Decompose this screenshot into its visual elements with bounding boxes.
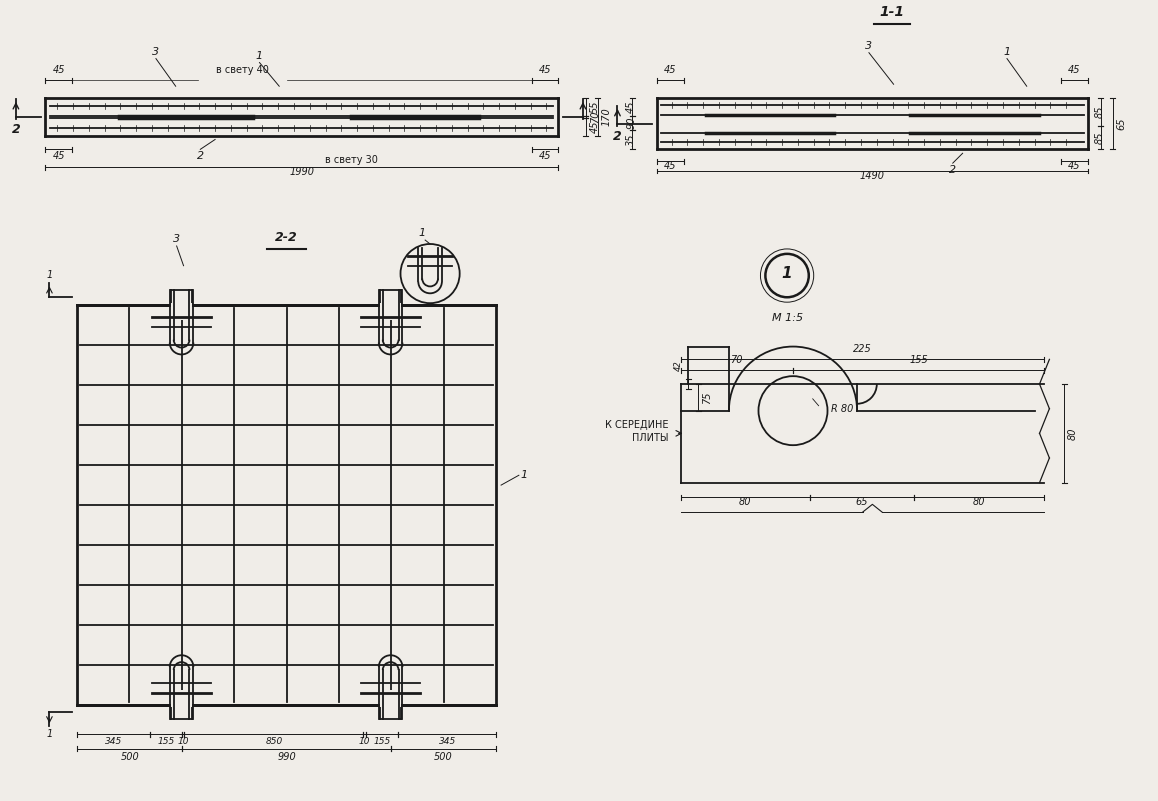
Text: в свету 40: в свету 40	[217, 66, 269, 75]
Text: в свету 30: в свету 30	[324, 155, 378, 165]
Text: R 80: R 80	[831, 404, 853, 413]
Text: 65: 65	[1116, 118, 1127, 130]
Text: 1990: 1990	[290, 167, 314, 177]
Bar	[380, 690, 402, 706]
Text: 35: 35	[626, 133, 636, 146]
Bar	[170, 303, 192, 320]
Text: 2: 2	[12, 123, 21, 135]
Text: 850: 850	[265, 737, 283, 746]
Text: 42: 42	[674, 360, 682, 371]
Text: 500: 500	[434, 752, 453, 762]
Bar	[170, 690, 192, 706]
Text: 90: 90	[626, 116, 636, 129]
Text: ПЛИТЫ: ПЛИТЫ	[632, 433, 668, 443]
Text: 70: 70	[589, 111, 600, 123]
Text: К СЕРЕДИНЕ: К СЕРЕДИНЕ	[606, 421, 668, 430]
Text: 1-1: 1-1	[880, 5, 904, 19]
Text: 45: 45	[589, 120, 600, 133]
Text: 45: 45	[626, 101, 636, 113]
Text: 65: 65	[856, 497, 868, 507]
Text: 345: 345	[439, 737, 456, 746]
Text: 80: 80	[973, 497, 985, 507]
Text: 80: 80	[739, 497, 752, 507]
Text: 155: 155	[373, 737, 390, 746]
Text: 45: 45	[664, 66, 676, 75]
Text: 75: 75	[702, 391, 712, 404]
Text: 1: 1	[782, 266, 792, 281]
Text: 85: 85	[1094, 131, 1105, 143]
Text: 1: 1	[46, 271, 52, 280]
Text: 2: 2	[197, 151, 204, 161]
Text: 85: 85	[1094, 106, 1105, 118]
Text: 45: 45	[52, 66, 65, 75]
Text: 2: 2	[613, 130, 622, 143]
Bar	[380, 303, 402, 320]
Text: 155: 155	[157, 737, 175, 746]
Text: 45: 45	[538, 151, 551, 161]
Text: 3: 3	[865, 41, 872, 50]
Text: 2-2: 2-2	[276, 231, 298, 244]
Text: 1490: 1490	[860, 171, 885, 181]
Text: 1: 1	[419, 228, 426, 238]
Text: 55: 55	[589, 101, 600, 113]
Text: 1: 1	[256, 50, 263, 61]
Text: 1: 1	[1004, 46, 1011, 57]
Text: 1: 1	[46, 729, 52, 739]
Text: 500: 500	[120, 752, 139, 762]
Text: 155: 155	[909, 356, 928, 365]
Text: 45: 45	[538, 66, 551, 75]
Text: 45: 45	[1069, 161, 1080, 171]
Text: 345: 345	[104, 737, 122, 746]
Text: 45: 45	[52, 151, 65, 161]
Text: 1: 1	[521, 470, 528, 481]
Text: 990: 990	[277, 752, 296, 762]
Text: 225: 225	[853, 344, 872, 355]
Text: 10: 10	[177, 737, 189, 746]
Text: 80: 80	[1068, 427, 1078, 440]
Text: 45: 45	[664, 161, 676, 171]
Text: 170: 170	[602, 107, 611, 127]
Text: 2: 2	[950, 165, 957, 175]
Text: 70: 70	[731, 356, 743, 365]
Text: 3: 3	[173, 234, 181, 244]
Text: 45: 45	[1069, 66, 1080, 75]
Text: 10: 10	[359, 737, 371, 746]
Text: 3: 3	[153, 46, 160, 57]
Text: М 1:5: М 1:5	[771, 313, 802, 323]
